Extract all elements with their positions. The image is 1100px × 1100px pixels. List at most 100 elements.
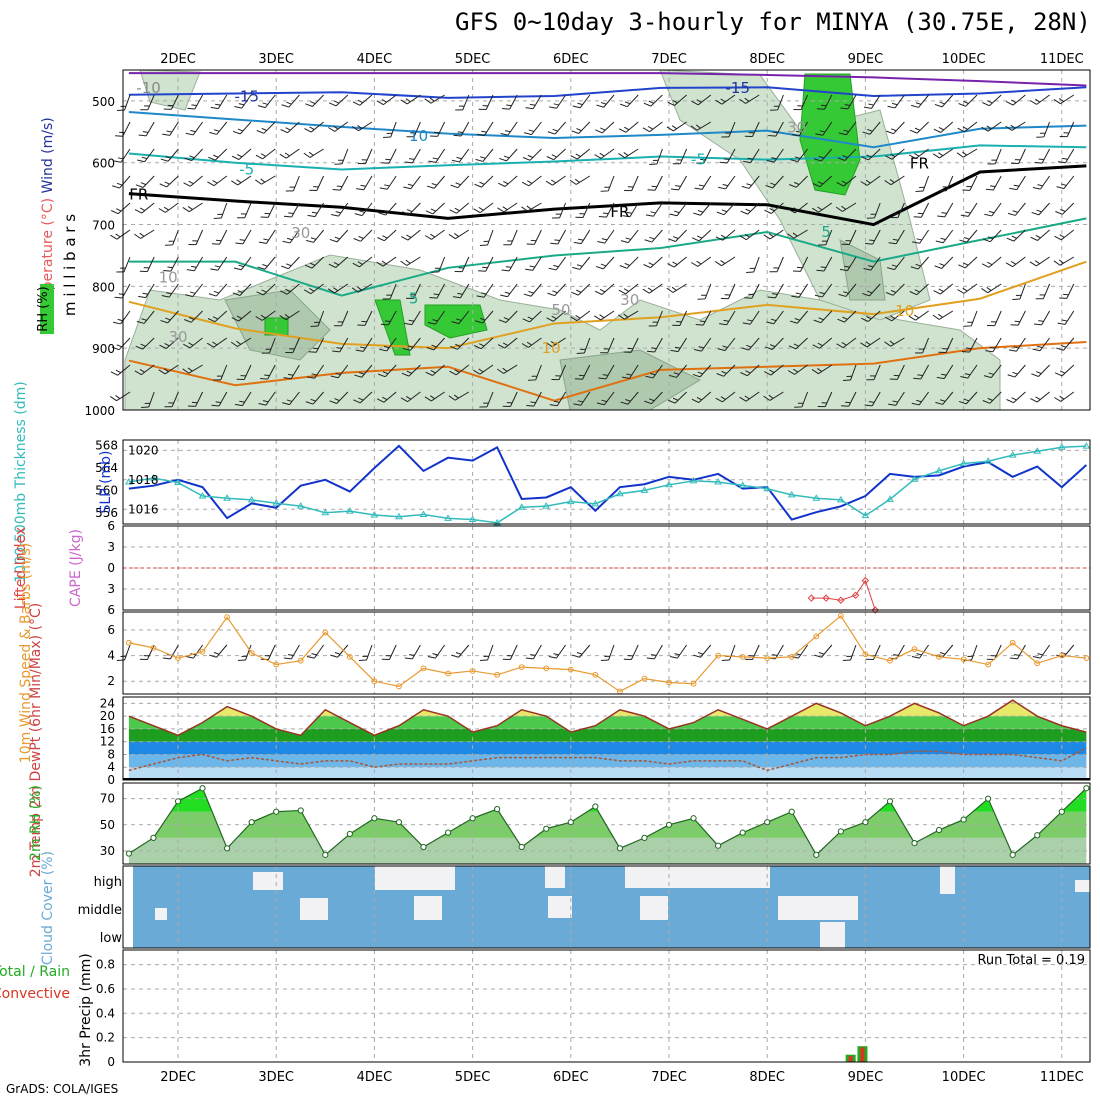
- barb-staff: [703, 148, 712, 164]
- wind-barb: [186, 256, 204, 272]
- barb-flag: [771, 293, 778, 295]
- barb-flag: [211, 404, 220, 407]
- barb-flag: [479, 181, 485, 185]
- temp2m-tick-label: 20: [100, 709, 115, 723]
- barb-staff: [819, 175, 833, 188]
- barb-flag: [888, 242, 897, 245]
- wind-barb: [377, 364, 397, 378]
- slp-line: [128, 444, 1088, 521]
- barb-flag: [935, 401, 943, 405]
- wind-barb: [310, 310, 325, 327]
- barb-flag: [381, 162, 389, 164]
- barb-staff: [359, 256, 373, 268]
- wind-barb: [258, 229, 276, 244]
- barb-flag: [793, 343, 800, 347]
- wind-barb: [576, 337, 591, 354]
- barb-flag: [693, 654, 701, 658]
- barb-flag: [354, 374, 362, 378]
- barb-flag: [187, 405, 196, 407]
- precip-tick-label: 0.4: [96, 1006, 115, 1020]
- barb-flag: [816, 108, 825, 110]
- barb-flag: [916, 653, 922, 656]
- barb-flag: [962, 287, 968, 292]
- barb-staff: [363, 175, 373, 190]
- wind-barb: [959, 229, 978, 243]
- wind-barb: [595, 121, 615, 134]
- barb-staff: [942, 644, 954, 658]
- barb-flag: [354, 213, 363, 217]
- wind-barb: [1005, 94, 1026, 106]
- wind-barb: [669, 202, 687, 217]
- barb-flag: [359, 210, 365, 213]
- wind-barb: [260, 202, 276, 218]
- barb-flag: [1039, 132, 1046, 134]
- wind-barb: [909, 283, 929, 296]
- barb-staff: [147, 94, 155, 110]
- barb-flag: [410, 132, 416, 134]
- barb-flag: [942, 186, 949, 188]
- wind-barb: [187, 391, 204, 407]
- barb-flag: [482, 266, 488, 269]
- barb-flag: [480, 292, 487, 295]
- barb-flag: [1005, 101, 1014, 106]
- wind-barb: [355, 337, 373, 352]
- barb-flag: [744, 97, 750, 102]
- barb-flag: [406, 234, 412, 238]
- barb-flag: [916, 238, 922, 241]
- barb-flag: [332, 350, 340, 353]
- barb-staff: [164, 364, 179, 375]
- barb-staff: [220, 364, 228, 381]
- barb-flag: [618, 289, 626, 295]
- wind-barb: [837, 310, 857, 323]
- wind-barb: [811, 202, 833, 213]
- barb-flag: [647, 287, 653, 292]
- barb-staff: [462, 94, 470, 111]
- barb-flag: [914, 352, 923, 354]
- barb-flag: [794, 318, 801, 321]
- barb-flag: [138, 295, 146, 299]
- barb-flag: [429, 296, 438, 299]
- pressure-tick-label: 500: [92, 95, 115, 109]
- barb-flag: [869, 239, 875, 242]
- wind-barb: [378, 202, 397, 216]
- barb-staff: [987, 283, 1002, 294]
- wind-barb: [353, 229, 373, 242]
- barb-flag: [769, 369, 775, 373]
- wind-barb: [425, 202, 445, 215]
- wind-barb: [815, 121, 833, 136]
- wind-barb: [327, 283, 349, 294]
- barb-flag: [722, 183, 729, 187]
- wind-barb: [987, 310, 1002, 327]
- barb-staff: [824, 391, 833, 407]
- barb-staff: [675, 229, 687, 242]
- barb-staff: [629, 364, 639, 379]
- barb-flag: [550, 341, 556, 345]
- ylabel-part: Wind (m/s): [40, 117, 56, 198]
- barb-flag: [356, 188, 364, 191]
- barb-flag: [715, 397, 723, 403]
- barb-staff: [1042, 283, 1051, 299]
- rh2m-point: [960, 816, 967, 823]
- barb-staff: [777, 94, 784, 111]
- barb-flag: [497, 368, 504, 374]
- rh2m-point: [420, 843, 427, 851]
- wind-barb: [691, 94, 712, 106]
- wind-barb: [885, 283, 905, 296]
- barb-flag: [255, 316, 263, 321]
- date-tick-bottom: 11DEC: [1040, 1070, 1084, 1085]
- barb-flag: [667, 263, 675, 268]
- barb-flag: [960, 376, 968, 379]
- barb-flag: [1038, 320, 1044, 322]
- barb-flag: [646, 657, 655, 660]
- barb-staff: [310, 283, 324, 295]
- barb-staff: [582, 202, 591, 218]
- wind-barb: [956, 148, 978, 158]
- barb-flag: [1034, 161, 1043, 164]
- dewpoint-line: [128, 747, 1087, 772]
- contour-label: 10: [159, 269, 178, 287]
- barb-flag: [1015, 294, 1022, 296]
- thickness-point: [247, 495, 256, 503]
- date-tick-bottom: 3DEC: [258, 1070, 294, 1085]
- barb-flag: [526, 243, 535, 245]
- wind-barb: [742, 310, 760, 325]
